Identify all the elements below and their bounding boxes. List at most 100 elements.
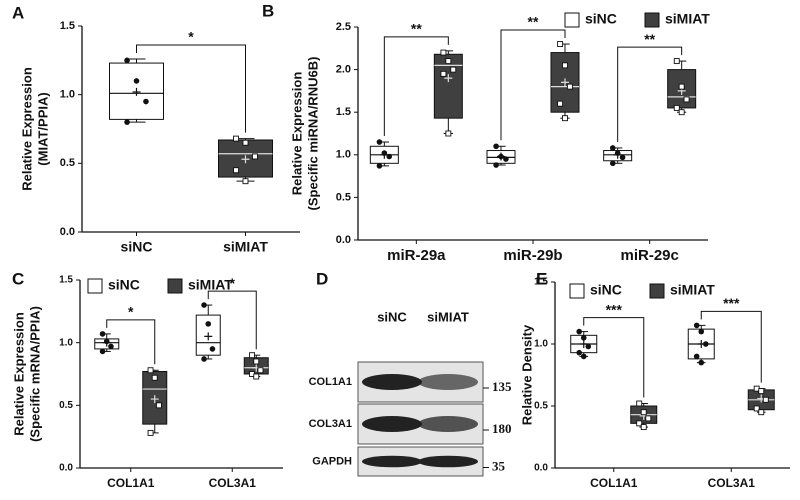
panel-label: D (316, 269, 328, 288)
size-marker: 35 (492, 458, 506, 473)
significance-bracket (207, 290, 257, 350)
size-marker: 180 (492, 421, 512, 436)
significance-label: *** (606, 301, 623, 317)
data-point (440, 70, 447, 77)
y-tick-label: 0.5 (534, 401, 548, 412)
data-point (124, 57, 130, 64)
data-point (233, 135, 240, 142)
data-point (253, 358, 260, 365)
data-point (493, 162, 499, 168)
y-tick-label: 0.0 (336, 234, 351, 246)
data-point (99, 348, 106, 355)
data-point (253, 373, 260, 380)
legend-label: siNC (585, 11, 617, 27)
data-point (251, 153, 258, 160)
data-point (557, 100, 564, 107)
data-point (693, 322, 700, 329)
data-point (619, 154, 626, 161)
panel-label: E (536, 269, 547, 288)
significance-bracket (136, 44, 246, 133)
mean-marker (579, 340, 588, 348)
y-tick-label: 2.5 (336, 21, 351, 33)
blot-band (362, 374, 422, 390)
data-point (645, 415, 652, 422)
y-tick-label: 1.5 (59, 275, 73, 286)
legend-swatch (87, 278, 103, 294)
data-point (498, 153, 504, 160)
significance-bracket (500, 29, 566, 141)
data-point (557, 41, 564, 47)
significance-label: *** (723, 295, 740, 311)
y-axis-label: (Specific mRNA/PPIA) (27, 306, 42, 442)
mean-marker (444, 74, 453, 83)
data-point (562, 62, 568, 69)
data-point (580, 335, 587, 341)
significance-bracket (617, 46, 683, 142)
mean-marker (150, 395, 159, 404)
x-tick-label: miR-29c (620, 247, 678, 264)
x-tick-label: miR-29a (387, 247, 446, 264)
data-point (562, 115, 568, 122)
lane-label: siNC (377, 309, 407, 324)
data-point (580, 353, 587, 360)
data-point (698, 328, 705, 335)
blot-band (362, 416, 422, 432)
data-point (242, 139, 249, 146)
data-point (493, 143, 499, 150)
x-tick-label: COL3A1 (209, 476, 257, 490)
x-tick-label: COL1A1 (107, 476, 155, 490)
blot-band (362, 455, 422, 468)
data-point (386, 153, 393, 160)
legend-swatch (644, 12, 660, 28)
panel-label: A (12, 3, 24, 22)
y-axis-label: (Specific miRNA/RNU6B) (305, 57, 320, 211)
significance-label: ** (411, 21, 422, 37)
legend-label: siNC (108, 277, 140, 293)
data-point (636, 420, 643, 427)
significance-label: * (230, 275, 236, 291)
data-point (636, 400, 643, 407)
data-point (124, 119, 130, 125)
data-point (678, 109, 685, 116)
data-point (376, 163, 383, 169)
data-point (614, 150, 621, 156)
data-point (257, 367, 264, 374)
size-marker: 135 (492, 379, 512, 394)
mean-marker (204, 332, 213, 341)
data-point (205, 321, 212, 327)
data-point (381, 150, 388, 156)
data-point (585, 343, 592, 350)
legend-label: siMIAT (188, 277, 233, 293)
data-point (99, 331, 106, 337)
data-point (703, 341, 709, 347)
y-tick-label: 1.0 (534, 339, 548, 350)
legend-label: siMIAT (665, 11, 710, 27)
y-axis-label: Relative Expression (289, 72, 304, 196)
x-tick-label: COL1A1 (590, 476, 638, 490)
y-tick-label: 0.0 (60, 226, 75, 238)
legend-swatch (167, 278, 183, 294)
mean-marker (561, 78, 569, 87)
data-point (673, 104, 680, 111)
data-point (209, 346, 216, 352)
data-point (151, 374, 158, 381)
data-point (147, 367, 154, 374)
blot-band (418, 455, 478, 468)
y-axis-label: Relative Density (519, 324, 534, 425)
data-point (133, 78, 140, 84)
data-point (503, 156, 509, 162)
protein-label: COL3A1 (309, 418, 352, 430)
data-point (201, 356, 207, 362)
data-point (576, 349, 582, 356)
data-point (609, 145, 616, 151)
data-point (147, 429, 154, 436)
lane-label: siMIAT (427, 309, 469, 324)
data-point (566, 83, 573, 90)
data-point (233, 167, 240, 174)
data-point (693, 353, 700, 360)
data-point (103, 338, 110, 345)
x-tick-label: siNC (121, 239, 153, 255)
y-tick-label: 0.5 (60, 157, 75, 169)
y-tick-label: 1.0 (59, 337, 73, 348)
y-axis-label: (MIAT/PPIA) (35, 92, 50, 165)
